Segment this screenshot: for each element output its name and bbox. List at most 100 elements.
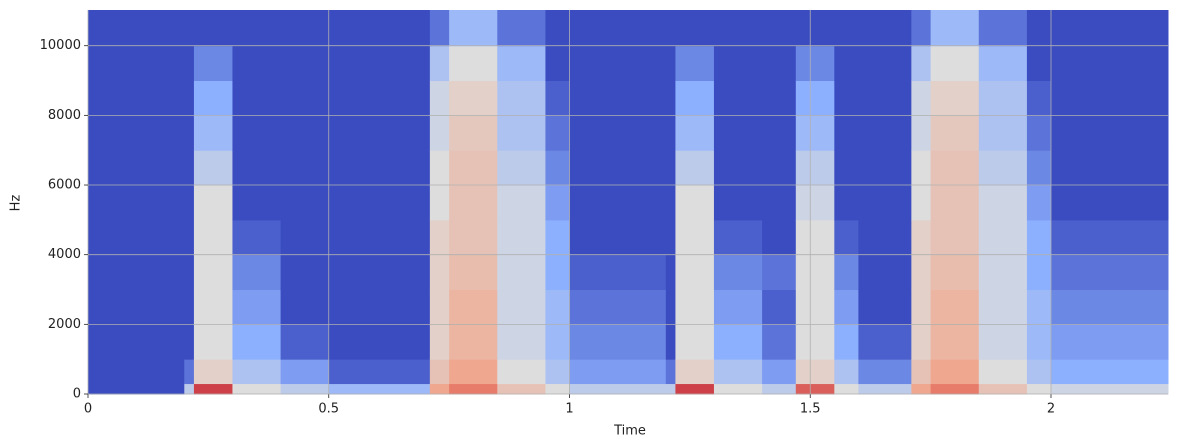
cell <box>858 383 912 395</box>
cell <box>795 150 835 186</box>
cell <box>675 150 715 186</box>
cell <box>88 185 185 221</box>
cell <box>193 359 233 385</box>
cell <box>328 80 431 116</box>
cell <box>675 383 715 395</box>
cell <box>497 254 546 291</box>
cell <box>1026 359 1052 385</box>
cell <box>569 254 667 291</box>
cell <box>1026 185 1052 221</box>
cell <box>930 219 980 256</box>
cell <box>675 115 715 151</box>
cell <box>930 324 980 360</box>
cell <box>449 219 498 256</box>
cell <box>1026 254 1052 291</box>
cell <box>429 324 450 360</box>
cell <box>449 45 498 82</box>
cell <box>88 10 185 47</box>
cell <box>280 185 330 221</box>
cell <box>328 219 431 256</box>
cell <box>232 80 282 116</box>
cell <box>88 219 185 256</box>
cell <box>184 383 195 395</box>
cell <box>1026 289 1052 325</box>
cell <box>1026 115 1052 151</box>
cell <box>280 219 330 256</box>
cell <box>184 219 195 256</box>
cell <box>429 359 450 385</box>
cell <box>193 10 233 47</box>
cell <box>545 115 570 151</box>
cell <box>762 324 797 360</box>
y-tick-label: 10000 <box>40 38 81 53</box>
cell <box>184 185 195 221</box>
cell <box>762 150 797 186</box>
cell <box>1050 359 1169 385</box>
cell <box>713 254 763 291</box>
cell <box>1026 219 1052 256</box>
cell <box>675 45 715 82</box>
x-tick-label: 0.5 <box>318 402 339 417</box>
cell <box>545 254 570 291</box>
cell <box>88 383 185 395</box>
cell <box>184 80 195 116</box>
cell <box>193 80 233 116</box>
cell <box>911 115 932 151</box>
cell <box>762 80 797 116</box>
cell <box>911 383 932 395</box>
cell <box>795 80 835 116</box>
cell <box>1026 80 1052 116</box>
cell <box>545 324 570 360</box>
cell <box>713 45 763 82</box>
cell <box>665 254 676 291</box>
cell <box>193 150 233 186</box>
cell <box>665 80 676 116</box>
cell <box>449 150 498 186</box>
cell <box>497 383 546 395</box>
cell <box>497 80 546 116</box>
cell <box>858 219 912 256</box>
cell <box>713 80 763 116</box>
cell <box>713 150 763 186</box>
cell <box>232 359 282 385</box>
cell <box>834 359 859 385</box>
cell <box>184 324 195 360</box>
cell <box>497 289 546 325</box>
cell <box>545 383 570 395</box>
cell <box>328 45 431 82</box>
cell <box>675 185 715 221</box>
cell <box>232 45 282 82</box>
cell <box>795 254 835 291</box>
cell <box>497 150 546 186</box>
cell <box>429 45 450 82</box>
cell <box>978 10 1028 47</box>
cell <box>429 219 450 256</box>
cell <box>675 254 715 291</box>
cell <box>930 254 980 291</box>
cell <box>569 185 667 221</box>
cell <box>911 219 932 256</box>
cell <box>762 254 797 291</box>
cell <box>762 45 797 82</box>
cell <box>795 115 835 151</box>
cell <box>569 219 667 256</box>
cell <box>569 80 667 116</box>
cell <box>88 289 185 325</box>
cell <box>911 359 932 385</box>
cell <box>762 359 797 385</box>
cell <box>449 359 498 385</box>
cell <box>545 80 570 116</box>
cell <box>665 150 676 186</box>
cell <box>834 185 859 221</box>
x-axis-label: Time <box>613 424 646 439</box>
cell <box>930 359 980 385</box>
cell <box>497 45 546 82</box>
cell <box>545 219 570 256</box>
cell <box>497 185 546 221</box>
cell <box>978 80 1028 116</box>
y-tick-label: 4000 <box>48 247 81 262</box>
cell <box>675 324 715 360</box>
cell <box>280 10 330 47</box>
cell <box>795 45 835 82</box>
cell <box>569 289 667 325</box>
